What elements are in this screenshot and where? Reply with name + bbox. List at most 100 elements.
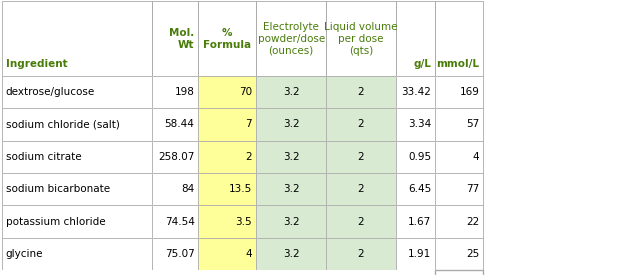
Bar bbox=[396, 238, 435, 270]
Bar bbox=[256, 76, 326, 108]
Bar bbox=[2, 141, 152, 173]
Text: 84: 84 bbox=[181, 184, 195, 194]
Text: 2: 2 bbox=[358, 87, 364, 97]
Text: 3.2: 3.2 bbox=[283, 217, 300, 227]
Bar bbox=[256, 238, 326, 270]
Bar bbox=[2, 108, 152, 141]
Text: sodium chloride (salt): sodium chloride (salt) bbox=[6, 119, 120, 129]
Bar bbox=[256, 141, 326, 173]
Text: 7: 7 bbox=[246, 119, 252, 129]
Text: 3.5: 3.5 bbox=[236, 217, 252, 227]
Bar bbox=[435, 238, 483, 270]
Bar bbox=[326, 205, 396, 238]
Bar bbox=[326, 141, 396, 173]
Bar bbox=[198, 238, 256, 270]
Bar bbox=[326, 173, 396, 205]
Bar bbox=[198, 238, 256, 270]
Bar bbox=[326, 141, 396, 173]
Text: 25: 25 bbox=[466, 249, 479, 259]
Bar bbox=[396, 141, 435, 173]
Bar bbox=[256, 141, 326, 173]
Text: 75.07: 75.07 bbox=[165, 249, 195, 259]
Text: Ingredient: Ingredient bbox=[6, 59, 67, 70]
Bar bbox=[2, 205, 152, 238]
Text: 74.54: 74.54 bbox=[164, 217, 195, 227]
Bar bbox=[396, 238, 435, 270]
Bar bbox=[198, 173, 256, 205]
Text: 2: 2 bbox=[358, 217, 364, 227]
Bar bbox=[256, 108, 326, 141]
Bar bbox=[435, 108, 483, 141]
Text: 70: 70 bbox=[239, 87, 252, 97]
Bar bbox=[198, 76, 256, 108]
Bar bbox=[198, 205, 256, 238]
Bar bbox=[152, 108, 198, 141]
Bar bbox=[2, 270, 483, 275]
Text: sodium citrate: sodium citrate bbox=[6, 152, 81, 162]
Text: mmol/L: mmol/L bbox=[436, 59, 479, 70]
Bar bbox=[435, 1, 483, 76]
Bar bbox=[152, 108, 198, 141]
Bar bbox=[396, 173, 435, 205]
Text: 57: 57 bbox=[466, 119, 479, 129]
Text: g/L: g/L bbox=[413, 59, 431, 70]
Bar bbox=[326, 205, 396, 238]
Text: 4: 4 bbox=[473, 152, 479, 162]
Bar bbox=[2, 108, 152, 141]
Bar bbox=[396, 141, 435, 173]
Bar bbox=[152, 1, 198, 76]
Bar bbox=[152, 173, 198, 205]
Bar bbox=[256, 76, 326, 108]
Bar bbox=[2, 173, 152, 205]
Bar bbox=[396, 173, 435, 205]
Bar bbox=[435, 173, 483, 205]
Text: potassium chloride: potassium chloride bbox=[6, 217, 106, 227]
Bar bbox=[152, 205, 198, 238]
Bar bbox=[396, 76, 435, 108]
Bar bbox=[2, 76, 152, 108]
Bar bbox=[198, 205, 256, 238]
Bar bbox=[2, 205, 152, 238]
Text: 258.07: 258.07 bbox=[158, 152, 195, 162]
Text: 2: 2 bbox=[358, 119, 364, 129]
Bar bbox=[435, 205, 483, 238]
Bar bbox=[2, 141, 152, 173]
Bar bbox=[326, 238, 396, 270]
Bar bbox=[198, 108, 256, 141]
Text: 6.45: 6.45 bbox=[408, 184, 431, 194]
Bar bbox=[2, 238, 152, 270]
Text: Mol.
Wt: Mol. Wt bbox=[170, 28, 195, 50]
Bar bbox=[396, 76, 435, 108]
Bar bbox=[256, 238, 326, 270]
Bar bbox=[435, 141, 483, 173]
Text: 0.95: 0.95 bbox=[408, 152, 431, 162]
Bar bbox=[326, 76, 396, 108]
Bar bbox=[2, 173, 152, 205]
Bar bbox=[435, 173, 483, 205]
Text: 77: 77 bbox=[466, 184, 479, 194]
Text: 1.67: 1.67 bbox=[408, 217, 431, 227]
Text: 22: 22 bbox=[466, 217, 479, 227]
Text: 3.2: 3.2 bbox=[283, 87, 300, 97]
Text: 1.91: 1.91 bbox=[408, 249, 431, 259]
Text: 4: 4 bbox=[246, 249, 252, 259]
Text: 198: 198 bbox=[175, 87, 195, 97]
Bar bbox=[152, 141, 198, 173]
Bar bbox=[152, 205, 198, 238]
Text: 2: 2 bbox=[358, 184, 364, 194]
Text: sodium bicarbonate: sodium bicarbonate bbox=[6, 184, 110, 194]
Bar bbox=[2, 238, 152, 270]
Bar bbox=[435, 76, 483, 108]
Bar bbox=[2, 76, 152, 108]
Text: Liquid volume
per dose
(qts): Liquid volume per dose (qts) bbox=[324, 21, 397, 56]
Bar bbox=[152, 141, 198, 173]
Bar bbox=[435, 270, 483, 275]
Bar bbox=[152, 76, 198, 108]
Bar bbox=[256, 1, 326, 76]
Bar bbox=[152, 238, 198, 270]
Bar bbox=[152, 76, 198, 108]
Text: %
Formula: % Formula bbox=[203, 28, 252, 50]
Bar bbox=[435, 141, 483, 173]
Bar bbox=[326, 1, 396, 76]
Bar bbox=[256, 205, 326, 238]
